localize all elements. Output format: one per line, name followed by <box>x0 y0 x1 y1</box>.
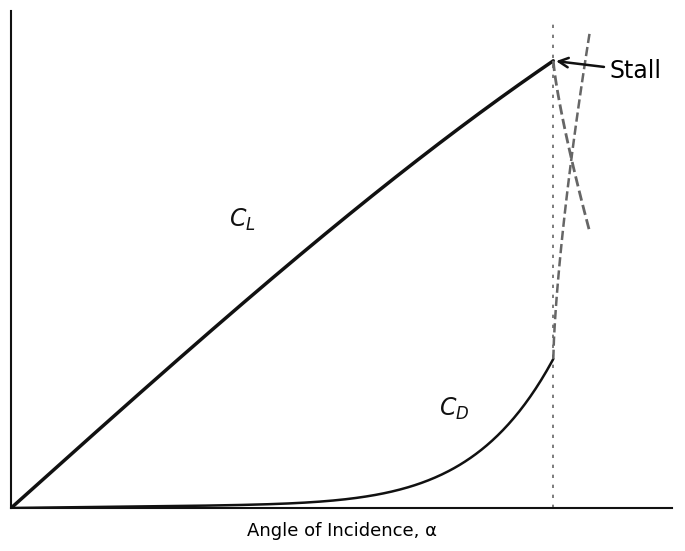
Text: Stall: Stall <box>559 58 662 83</box>
Text: $C_D$: $C_D$ <box>439 396 469 422</box>
X-axis label: Angle of Incidence, α: Angle of Incidence, α <box>247 522 437 540</box>
Text: $C_L$: $C_L$ <box>229 207 256 233</box>
